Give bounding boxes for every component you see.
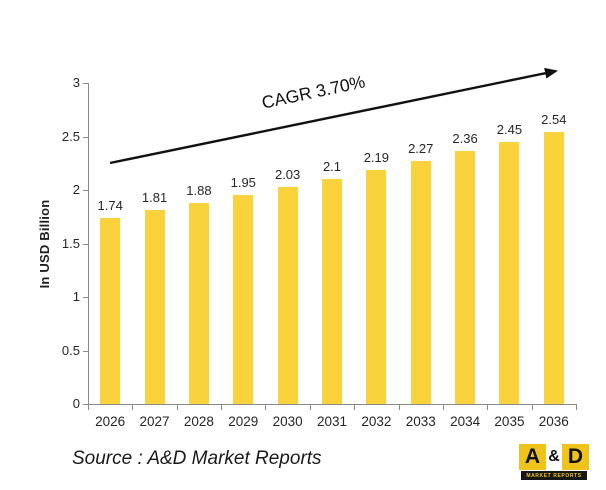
x-tick-mark	[531, 405, 533, 410]
logo-tagline: MARKET REPORTS	[521, 471, 587, 480]
bar-value-label-2034: 2.36	[452, 131, 478, 147]
x-category-label-2035: 2035	[494, 414, 525, 429]
y-tick-label: 3	[72, 75, 80, 90]
y-tick-label: 1.5	[61, 235, 80, 251]
x-tick-mark	[265, 405, 267, 410]
x-tick-mark	[442, 405, 444, 410]
bar-2026	[100, 217, 121, 404]
bar-value-label-2029: 1.95	[230, 175, 256, 191]
y-tick-mark	[83, 243, 88, 245]
x-category-label-2032: 2032	[361, 414, 392, 429]
x-tick-mark	[88, 405, 89, 410]
y-tick-mark	[83, 350, 88, 352]
bar-value-label-2033: 2.27	[408, 141, 434, 157]
bar-2029	[233, 195, 254, 404]
source-note: Source : A&D Market Reports	[72, 448, 322, 469]
y-tick-mark	[83, 136, 88, 138]
x-category-label-2034: 2034	[450, 414, 481, 429]
y-tick-mark	[83, 83, 88, 84]
bar-2033	[410, 161, 431, 404]
x-tick-mark	[132, 405, 134, 410]
bar-value-label-2032: 2.19	[363, 149, 390, 165]
brand-logo: A & D MARKET REPORTS	[519, 444, 589, 480]
x-tick-mark	[354, 405, 356, 410]
bar-2028	[188, 202, 209, 404]
y-tick-mark	[83, 297, 88, 298]
x-tick-mark	[309, 405, 311, 410]
x-tick-mark	[221, 405, 223, 410]
bar-value-label-2031: 2.1	[322, 159, 342, 175]
x-tick-mark	[487, 405, 489, 410]
bar-value-label-2036: 2.54	[541, 112, 567, 128]
logo-letter-d: D	[562, 444, 589, 470]
bar-2035	[499, 141, 520, 404]
bar-value-label-2027: 1.81	[141, 190, 168, 206]
bar-2034	[455, 151, 476, 404]
bar-value-label-2035: 2.45	[496, 121, 523, 137]
logo-letter-a: A	[519, 444, 546, 470]
x-category-label-2026: 2026	[95, 414, 126, 429]
x-category-label-2029: 2029	[228, 414, 259, 429]
bar-2027	[144, 210, 165, 404]
bar-2032	[366, 169, 387, 404]
x-tick-mark	[176, 405, 178, 410]
y-tick-label: 2.5	[61, 128, 80, 144]
logo-letters: A & D	[519, 444, 589, 470]
x-category-label-2027: 2027	[139, 414, 170, 429]
y-tick-mark	[83, 190, 88, 191]
x-category-label-2028: 2028	[183, 414, 214, 429]
bar-2036	[543, 132, 564, 404]
logo-ampersand: &	[547, 444, 561, 470]
bar-value-label-2028: 1.88	[186, 182, 212, 198]
bar-value-label-2030: 2.03	[274, 166, 301, 182]
x-tick-mark	[398, 405, 400, 410]
x-category-label-2030: 2030	[272, 414, 303, 429]
y-tick-label: 0	[72, 396, 80, 411]
x-category-label-2036: 2036	[538, 414, 569, 429]
plot-area	[88, 83, 577, 405]
x-category-label-2031: 2031	[316, 414, 348, 429]
x-tick-mark	[576, 405, 577, 410]
bar-2031	[322, 179, 342, 404]
x-category-label-2033: 2033	[405, 414, 436, 429]
y-tick-mark	[83, 404, 88, 405]
y-tick-label: 0.5	[61, 342, 80, 358]
bar-value-label-2026: 1.74	[97, 197, 123, 213]
y-tick-label: 1	[72, 289, 80, 304]
bar-2030	[277, 186, 298, 404]
y-tick-label: 2	[72, 182, 80, 197]
